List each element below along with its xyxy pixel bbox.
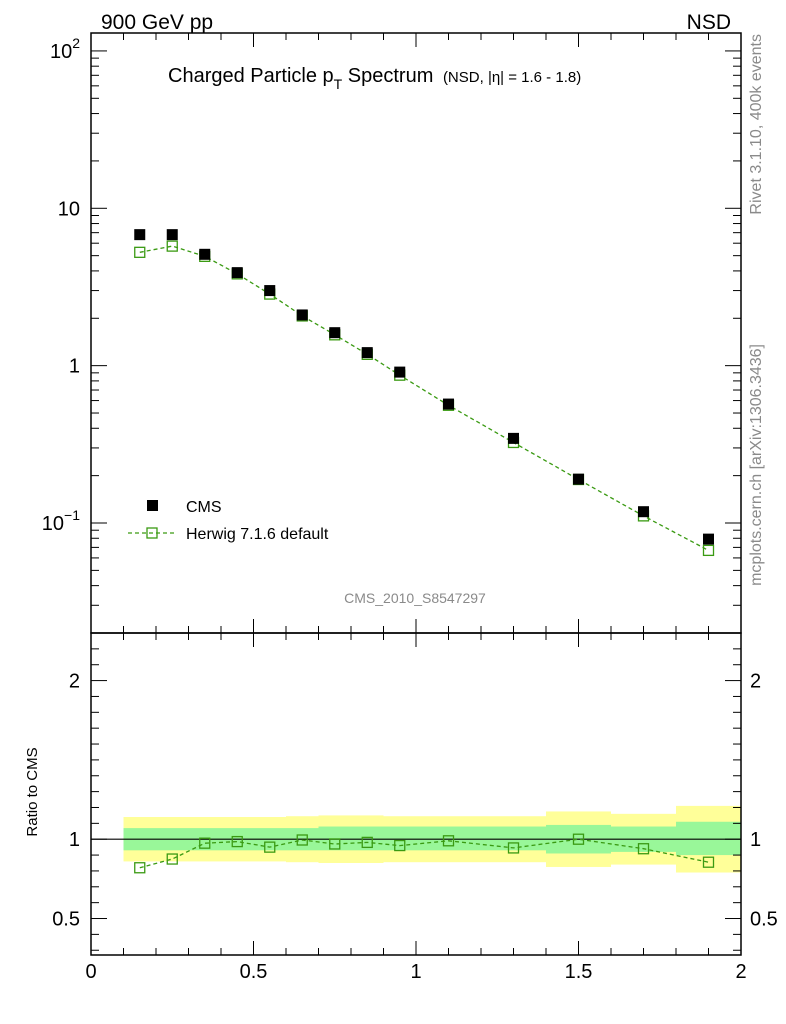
ratio-mc-point [329,838,341,850]
ratio-y-tick-label-right: 2 [750,671,761,693]
data-point [573,473,584,485]
data-point [166,229,178,241]
x-tick-label: 0.5 [240,961,268,983]
ratio-mc-point [572,833,585,845]
main-y-tick-label: 10 [58,198,80,220]
ratio-band-inner [676,821,741,856]
ratio-band-inner [416,826,481,851]
main-data-series [134,229,714,545]
ratio-band-inner [481,826,546,851]
title-detail: (NSD, |η| = 1.6 - 1.8) [443,69,581,86]
main-ticks [90,33,742,634]
main-y-tick-exp: −1 [64,507,80,523]
ratio-ticks [90,632,742,955]
ratio-mc-point [231,835,243,848]
x-tick-label: 2 [735,961,746,983]
mc-point [166,240,178,252]
x-tick-label: 0 [85,961,96,983]
data-point [361,347,373,359]
data-point [296,309,308,321]
legend-data-label: CMS [186,499,222,516]
legend: CMS Herwig 7.1.6 default [128,499,329,543]
mc-point [702,544,715,557]
side-label-top: Rivet 3.1.10, 400k events [748,34,765,215]
main-y-tick-base: 10 [42,513,64,535]
ratio-mc-point [264,841,276,853]
legend-mc-marker [146,527,158,539]
ratio-mc-point [394,839,406,852]
ratio-mc-point [442,835,455,847]
data-point [134,229,146,241]
ratio-y-tick-label-right: 1 [750,829,761,851]
ratio-y-tick-labels: 0.5 0.5 1 1 2 2 [52,671,778,931]
main-frame [90,32,742,634]
ratio-y-tick-label: 0.5 [52,909,80,931]
side-label-bottom: mcplots.cern.ch [arXiv:1306.3436] [748,344,765,586]
title-main-b: Spectrum [342,65,433,87]
main-y-tick-exp: 2 [72,35,80,51]
ratio-band-inner [383,826,416,851]
legend-data-marker [147,500,158,511]
data-point [508,432,519,444]
ratio-y-tick-label: 2 [69,671,80,693]
chart-title: Charged Particle pT Spectrum (NSD, |η| =… [168,65,581,92]
ratio-mc-point [199,837,211,849]
ratio-mc-point [166,853,178,865]
ratio-frame [90,632,742,956]
main-y-tick-label: 10−1 [42,507,80,535]
data-point [264,285,276,297]
main-y-tick-base: 10 [50,41,72,63]
x-tick-labels: 0 0.5 1 1.5 2 [85,961,746,983]
mc-point [134,246,146,258]
title-subscript: T [334,76,343,92]
x-tick-label: 1.5 [565,961,593,983]
ratio-mc-point [507,842,520,854]
main-y-tick-base: 1 [69,356,80,378]
ratio-mc-point [361,836,373,849]
ratio-mc-point [296,834,308,846]
data-point [329,327,341,339]
data-point [199,248,211,260]
main-mc-series [134,240,715,557]
legend-mc-label: Herwig 7.1.6 default [186,526,329,543]
ratio-mc-point [134,862,146,874]
ratio-mc-point [637,843,650,855]
ratio-y-tick-label-right: 0.5 [750,909,778,931]
x-tick-label: 1 [410,961,421,983]
main-y-tick-label: 1 [69,356,80,378]
header-left: 900 GeV pp [101,11,213,34]
data-point [394,366,406,378]
ratio-mc-line [139,838,709,869]
data-point [638,506,649,518]
ratio-ylabel: Ratio to CMS [24,747,41,836]
data-point [443,398,454,410]
data-point [703,533,714,545]
mc-line [139,245,709,551]
main-y-tick-label: 102 [50,35,80,63]
main-y-tick-base: 10 [58,198,80,220]
ratio-panel: 0.5 0.5 1 1 2 2 [52,632,778,956]
analysis-id: CMS_2010_S8547297 [344,590,486,606]
ratio-mc-point [702,856,715,868]
data-point [231,267,243,279]
ratio-band-inner [351,826,384,851]
ratio-mc-series [134,833,715,874]
ratio-y-tick-label: 1 [69,829,80,851]
header-right: NSD [687,11,731,34]
title-main-a: Charged Particle p [168,65,334,87]
